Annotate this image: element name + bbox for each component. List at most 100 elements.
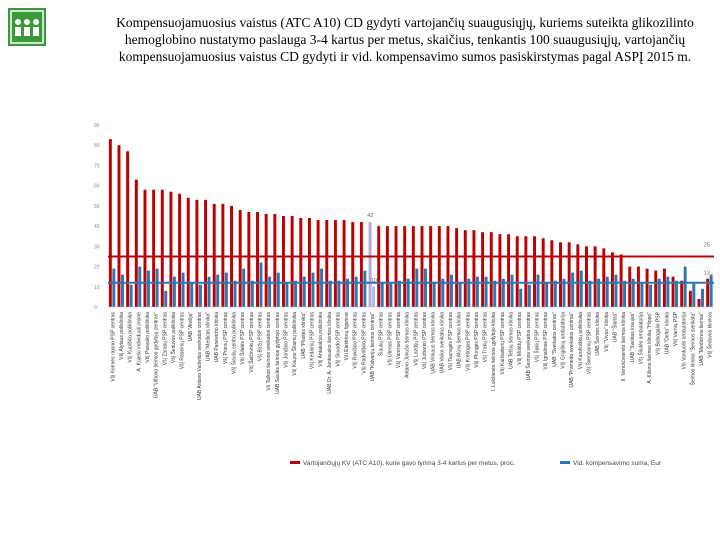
bar xyxy=(294,280,298,307)
x-tick-label: VšĮ Raseinių PSP centras xyxy=(180,312,186,370)
x-tick-label: UAB Saulės šeimos gydytojo centras xyxy=(275,312,281,394)
x-tick-label: UAB Mūsų šeimos klinika xyxy=(457,312,463,369)
bar xyxy=(212,203,216,307)
bar xyxy=(351,222,355,307)
bar xyxy=(152,189,156,307)
x-tick-label: VšĮ Utenos PSP centras xyxy=(387,312,393,366)
bar xyxy=(701,288,704,307)
y-tick-label: 90 xyxy=(94,123,100,129)
bar xyxy=(680,280,684,307)
x-tick-label: UAB "Medicas klinika" xyxy=(206,312,212,361)
bar xyxy=(623,280,627,307)
y-tick-label: 80 xyxy=(94,143,100,149)
x-tick-label: UAB "Sveikas kraujas" xyxy=(630,312,636,362)
bar xyxy=(562,278,566,307)
bar xyxy=(458,282,462,307)
bar xyxy=(290,216,294,307)
x-tick-label: VšĮ Švenčionių PSP centras xyxy=(585,312,592,375)
x-tick-label: VšĮ Varnių PSP xyxy=(673,311,679,346)
x-tick-label: UAB "Ulbono šeimos gydytojų centras" xyxy=(154,312,160,398)
bar xyxy=(475,276,479,307)
y-tick-label: 30 xyxy=(94,244,100,250)
bar xyxy=(463,230,467,307)
bar xyxy=(541,238,545,307)
bar xyxy=(238,209,242,307)
bar xyxy=(614,274,618,307)
bar xyxy=(662,268,666,307)
x-tick-label: VšĮ Zarasų PSP centras xyxy=(162,312,168,366)
bar xyxy=(619,254,623,307)
x-tick-label: VšĮ Rokiškio PSP centras xyxy=(353,312,359,369)
bar xyxy=(216,274,220,307)
bar xyxy=(126,151,130,307)
reference-label: 12 xyxy=(704,271,710,277)
bar xyxy=(117,145,121,307)
bar xyxy=(146,270,150,307)
bar xyxy=(181,272,185,307)
bar xyxy=(316,220,320,307)
bar xyxy=(363,270,367,307)
bar xyxy=(553,280,557,307)
x-tick-label: VšĮ Kauno Šilainių poliklinika xyxy=(291,312,298,376)
x-tick-label: UAB Panevėžio klinika xyxy=(214,312,220,363)
y-tick-label: 70 xyxy=(94,163,100,169)
x-tick-label: VšĮ "Vivus" klinika xyxy=(604,312,610,352)
bar xyxy=(285,282,289,307)
x-tick-label: UAB Telšių šeimos klinika xyxy=(509,312,515,369)
bar xyxy=(354,276,358,307)
bar xyxy=(178,193,182,307)
bar xyxy=(307,218,311,307)
x-tick-label: UAB "Šlaitas" xyxy=(611,312,618,342)
bar xyxy=(515,236,519,307)
x-tick-label: UAB Vilniaus šeimos klinika xyxy=(431,312,437,374)
bar xyxy=(423,268,427,307)
x-tick-label: UAB "Sveikatos centras" xyxy=(552,312,558,367)
bar xyxy=(186,197,190,307)
bar xyxy=(108,139,112,307)
bar xyxy=(657,278,661,307)
bar xyxy=(688,290,692,307)
bar xyxy=(524,236,528,307)
bar xyxy=(224,272,228,307)
x-tick-label: VšĮ Plungės PSP centras xyxy=(474,312,480,368)
bar xyxy=(649,284,653,307)
bar xyxy=(250,280,254,307)
bar xyxy=(484,276,488,307)
data-label: 10 xyxy=(371,278,377,284)
x-tick-label: VšĮ Trakų PSP centras xyxy=(483,312,489,363)
bar xyxy=(204,199,208,307)
x-tick-label: Vš Taikos šeimos sveikatos centras xyxy=(266,312,272,391)
bar xyxy=(510,274,514,307)
bar xyxy=(273,213,277,307)
x-tick-label: VšĮ Šakių PSP centras xyxy=(534,312,541,363)
bar xyxy=(160,189,164,307)
bar xyxy=(441,278,445,307)
bar xyxy=(247,211,251,307)
bar xyxy=(437,226,441,307)
bar xyxy=(692,282,696,307)
bar xyxy=(233,280,237,307)
bar xyxy=(172,276,176,307)
bar xyxy=(567,242,571,307)
bar xyxy=(411,226,415,307)
bar xyxy=(489,232,493,307)
bar xyxy=(602,248,606,307)
bar xyxy=(631,278,635,307)
bar xyxy=(579,270,583,307)
bar xyxy=(359,222,363,307)
bar xyxy=(671,276,675,307)
bar xyxy=(320,268,324,307)
bar xyxy=(467,278,471,307)
reference-label: 25 xyxy=(704,242,710,248)
bar xyxy=(346,278,350,307)
bar xyxy=(207,276,211,307)
bar xyxy=(259,262,263,307)
x-tick-label: VšĮ Kelmės rajono PSP centras xyxy=(110,312,116,382)
bar xyxy=(533,236,537,307)
bar xyxy=(143,189,147,307)
bar xyxy=(683,266,687,307)
data-label: 42 xyxy=(367,213,373,219)
bar xyxy=(709,274,713,307)
bar xyxy=(138,266,142,307)
